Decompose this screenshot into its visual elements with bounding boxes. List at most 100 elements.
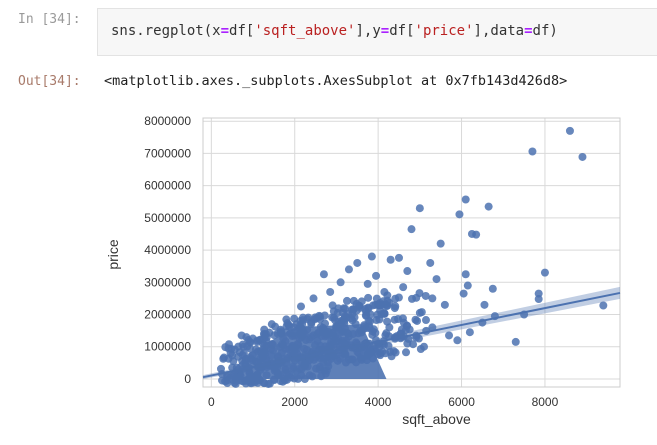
cloud-point — [331, 316, 340, 325]
y-tick-label: 5000000 — [144, 211, 191, 225]
scatter-point — [511, 337, 520, 346]
scatter-point — [407, 225, 416, 234]
scatter-point — [394, 253, 403, 262]
scatter-point — [599, 301, 608, 310]
cloud-point — [341, 312, 350, 321]
y-tick-label: 6000000 — [144, 179, 191, 193]
code-punct: ], — [355, 23, 373, 39]
scatter-point — [463, 281, 472, 290]
scatter-point — [296, 302, 305, 311]
scatter-point — [453, 336, 462, 345]
scatter-point — [236, 372, 245, 381]
scatter-point — [428, 323, 437, 332]
scatter-point — [415, 204, 424, 213]
scatter-point — [228, 363, 237, 372]
cloud-point — [402, 348, 411, 357]
scatter-point — [472, 230, 481, 239]
x-tick-labels: 0 2000 4000 6000 8000 — [208, 395, 559, 409]
scatter-point — [488, 284, 497, 293]
code-df: df[ — [389, 23, 415, 39]
y-axis-label: price — [105, 239, 121, 270]
cloud-point — [243, 342, 252, 351]
scatter-point — [578, 152, 587, 161]
scatter-point — [432, 275, 441, 284]
y-tick-label: 1000000 — [144, 340, 191, 354]
cloud-point — [216, 364, 225, 373]
scatter-point — [319, 270, 328, 279]
scatter-point — [528, 147, 537, 156]
y-tick-label: 2000000 — [144, 308, 191, 322]
cloud-point — [290, 314, 299, 323]
cloud-point — [362, 311, 371, 320]
code-kw-y: y — [372, 23, 381, 39]
scatter-point — [565, 126, 574, 135]
cloud-point — [282, 322, 291, 331]
cloud-point — [320, 311, 329, 320]
cloud-point — [349, 305, 358, 314]
scatter-point — [415, 308, 424, 317]
input-prompt: In [34]: — [18, 12, 81, 27]
code-equals: = — [380, 23, 390, 39]
cloud-point — [364, 293, 373, 302]
scatter-point — [455, 210, 464, 219]
scatter-points — [223, 126, 608, 381]
x-tick-label: 0 — [208, 395, 215, 409]
code-string: 'sqft_above' — [254, 23, 356, 39]
cloud-point — [349, 296, 358, 305]
cloud-point — [311, 313, 320, 322]
scatter-point — [436, 239, 445, 248]
scatter-point — [534, 289, 543, 298]
cloud-point — [224, 354, 233, 363]
x-tick-label: 6000 — [448, 395, 475, 409]
scatter-point — [484, 202, 493, 211]
code-line[interactable]: sns.regplot(x=df['sqft_above'],y=df['pri… — [111, 23, 558, 39]
cloud-point — [307, 319, 316, 328]
scatter-point — [461, 195, 470, 204]
scatter-point — [344, 265, 353, 274]
cloud-point — [234, 342, 243, 351]
output-prompt: Out[34]: — [18, 74, 81, 89]
scatter-point — [399, 283, 408, 292]
scatter-point — [363, 279, 372, 288]
cloud-point — [365, 322, 374, 331]
code-cell[interactable]: sns.regplot(x=df['sqft_above'],y=df['pri… — [97, 8, 657, 56]
cloud-point — [411, 315, 420, 324]
y-tick-label: 0 — [184, 372, 191, 386]
y-tick-label: 7000000 — [144, 146, 191, 160]
code-equals: = — [524, 23, 533, 39]
cloud-point — [412, 293, 421, 302]
x-tick-label: 2000 — [281, 395, 308, 409]
cloud-point — [270, 331, 279, 340]
y-tick-labels: 0 1000000 2000000 3000000 4000000 5000000 6000… — [144, 114, 191, 386]
scatter-point — [403, 339, 412, 348]
code-df: df[ — [229, 23, 255, 39]
regression-layer — [202, 286, 621, 380]
cloud-point — [394, 293, 403, 302]
cloud-point — [342, 296, 351, 305]
cloud-point — [282, 315, 291, 324]
cloud-point — [421, 291, 430, 300]
scatter-point — [440, 300, 449, 309]
scatter-point — [353, 258, 362, 267]
code-equals: = — [220, 23, 230, 39]
cloud-point — [356, 303, 365, 312]
code-kw-data: data — [490, 23, 525, 39]
code-fn: sns.regplot( — [111, 23, 213, 39]
cloud-point — [421, 316, 430, 325]
y-tick-label: 3000000 — [144, 275, 191, 289]
scatter-point — [380, 287, 389, 296]
scatter-point — [344, 355, 353, 364]
cloud-point — [403, 321, 412, 330]
cloud-point — [224, 340, 233, 349]
plot-frame — [202, 117, 621, 388]
output-repr: <matplotlib.axes._subplots.AxesSubplot a… — [104, 73, 568, 89]
scatter-point — [534, 295, 543, 304]
scatter-point — [378, 347, 387, 356]
scatter-point — [372, 271, 381, 280]
code-data-value: df) — [532, 23, 558, 39]
scatter-point — [315, 365, 324, 374]
y-tick-label: 4000000 — [144, 243, 191, 257]
scatter-point — [540, 268, 549, 277]
scatter-point — [465, 328, 474, 337]
x-axis-label: sqft_above — [402, 411, 471, 427]
